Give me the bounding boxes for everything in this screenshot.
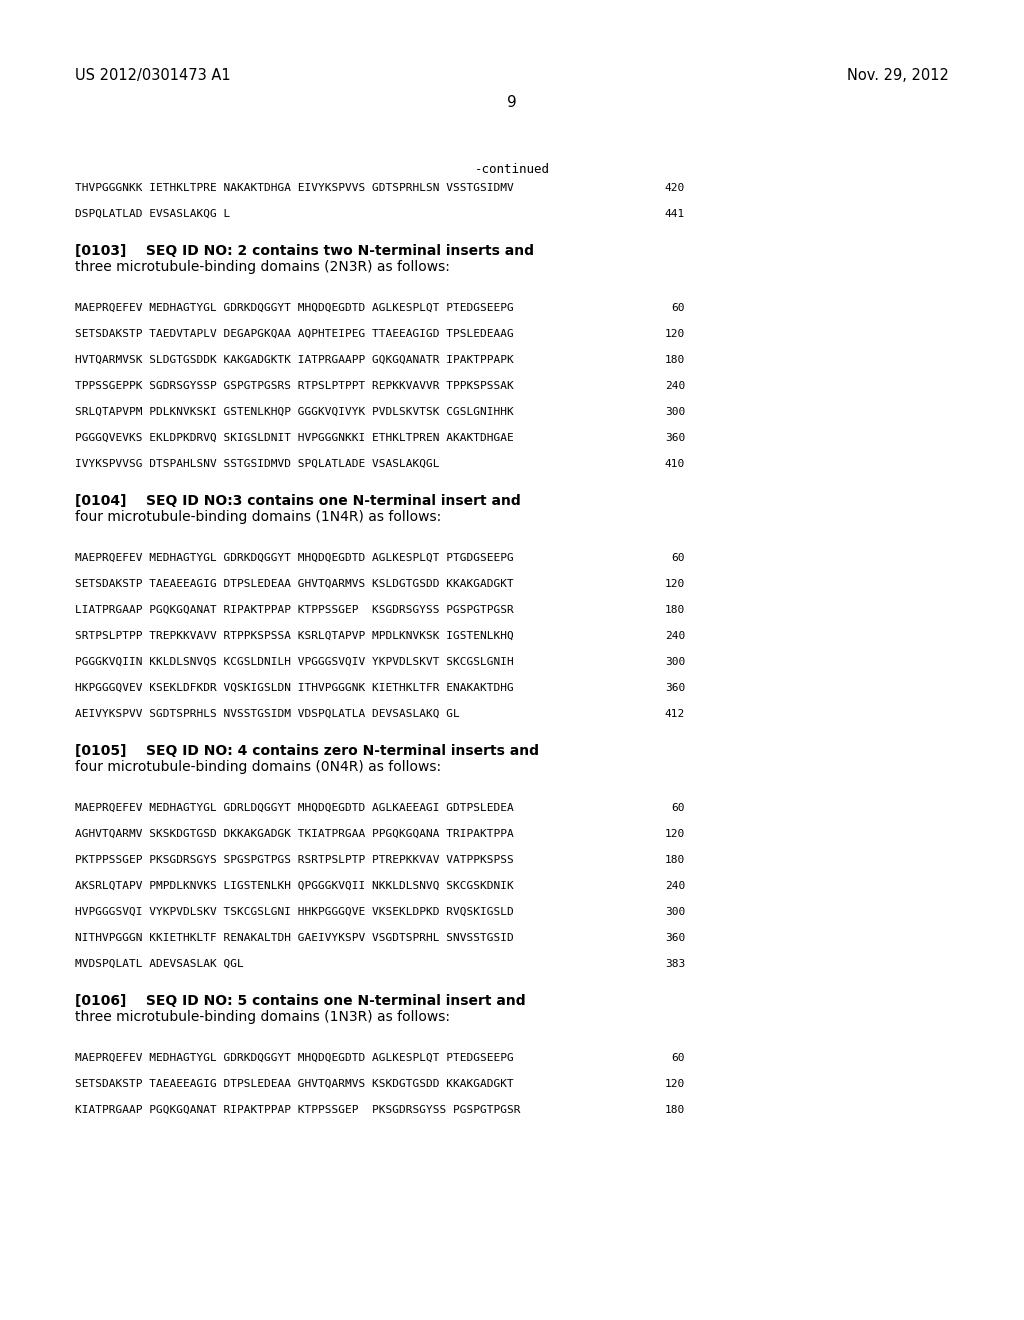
Text: [0106]    SEQ ID NO: 5 contains one N-terminal insert and: [0106] SEQ ID NO: 5 contains one N-termi… — [75, 994, 525, 1008]
Text: 120: 120 — [665, 829, 685, 840]
Text: 441: 441 — [665, 209, 685, 219]
Text: 240: 240 — [665, 381, 685, 391]
Text: TPPSSGEPPK SGDRSGYSSP GSPGTPGSRS RTPSLPTPPT REPKKVAVVR TPPKSPSSAK: TPPSSGEPPK SGDRSGYSSP GSPGTPGSRS RTPSLPT… — [75, 381, 514, 391]
Text: PKTPPSSGEP PKSGDRSGYS SPGSPGTPGS RSRTPSLPTP PTREPKKVAV VATPPKSPSS: PKTPPSSGEP PKSGDRSGYS SPGSPGTPGS RSRTPSL… — [75, 855, 514, 865]
Text: 412: 412 — [665, 709, 685, 719]
Text: LIATPRGAAP PGQKGQANAT RIPAKTPPAP KTPPSSGEP  KSGDRSGYSS PGSPGTPGSR: LIATPRGAAP PGQKGQANAT RIPAKTPPAP KTPPSSG… — [75, 605, 514, 615]
Text: MAEPRQEFEV MEDHAGTYGL GDRKDQGGYT MHQDQEGDTD AGLKESPLQT PTEDGSEEPG: MAEPRQEFEV MEDHAGTYGL GDRKDQGGYT MHQDQEG… — [75, 304, 514, 313]
Text: 300: 300 — [665, 657, 685, 667]
Text: 180: 180 — [665, 605, 685, 615]
Text: 300: 300 — [665, 407, 685, 417]
Text: NITHVPGGGN KKIETHKLTF RENAKALTDH GAEIVYKSPV VSGDTSPRHL SNVSSTGSID: NITHVPGGGN KKIETHKLTF RENAKALTDH GAEIVYK… — [75, 933, 514, 942]
Text: SRLQTAPVPM PDLKNVKSKI GSTENLKHQP GGGKVQIVYK PVDLSKVTSK CGSLGNIHHK: SRLQTAPVPM PDLKNVKSKI GSTENLKHQP GGGKVQI… — [75, 407, 514, 417]
Text: 180: 180 — [665, 855, 685, 865]
Text: SETSDAKSTP TAEDVTAPLV DEGAPGKQAA AQPHTEIPEG TTAEEAGIGD TPSLEDEAAG: SETSDAKSTP TAEDVTAPLV DEGAPGKQAA AQPHTEI… — [75, 329, 514, 339]
Text: 180: 180 — [665, 1105, 685, 1115]
Text: 60: 60 — [672, 803, 685, 813]
Text: three microtubule-binding domains (1N3R) as follows:: three microtubule-binding domains (1N3R)… — [75, 1010, 450, 1024]
Text: PGGGKVQIIN KKLDLSNVQS KCGSLDNILH VPGGGSVQIV YKPVDLSKVT SKCGSLGNIH: PGGGKVQIIN KKLDLSNVQS KCGSLDNILH VPGGGSV… — [75, 657, 514, 667]
Text: MAEPRQEFEV MEDHAGTYGL GDRKDQGGYT MHQDQEGDTD AGLKESPLQT PTEDGSEEPG: MAEPRQEFEV MEDHAGTYGL GDRKDQGGYT MHQDQEG… — [75, 1053, 514, 1063]
Text: AGHVTQARMV SKSKDGTGSD DKKAKGADGK TKIATPRGAA PPGQKGQANA TRIPAKTPPA: AGHVTQARMV SKSKDGTGSD DKKAKGADGK TKIATPR… — [75, 829, 514, 840]
Text: IVYKSPVVSG DTSPAHLSNV SSTGSIDMVD SPQLATLADE VSASLAKQGL: IVYKSPVVSG DTSPAHLSNV SSTGSIDMVD SPQLATL… — [75, 459, 439, 469]
Text: 120: 120 — [665, 329, 685, 339]
Text: [0105]    SEQ ID NO: 4 contains zero N-terminal inserts and: [0105] SEQ ID NO: 4 contains zero N-term… — [75, 744, 539, 758]
Text: 383: 383 — [665, 960, 685, 969]
Text: 300: 300 — [665, 907, 685, 917]
Text: 360: 360 — [665, 933, 685, 942]
Text: PGGGQVEVKS EKLDPKDRVQ SKIGSLDNIT HVPGGGNKKI ETHKLTPREN AKAKTDHGAE: PGGGQVEVKS EKLDPKDRVQ SKIGSLDNIT HVPGGGN… — [75, 433, 514, 444]
Text: US 2012/0301473 A1: US 2012/0301473 A1 — [75, 69, 230, 83]
Text: 120: 120 — [665, 579, 685, 589]
Text: 60: 60 — [672, 553, 685, 564]
Text: -continued: -continued — [474, 162, 550, 176]
Text: SRTPSLPTPP TREPKKVAVV RTPPKSPSSA KSRLQTAPVP MPDLKNVKSK IGSTENLKHQ: SRTPSLPTPP TREPKKVAVV RTPPKSPSSA KSRLQTA… — [75, 631, 514, 642]
Text: 410: 410 — [665, 459, 685, 469]
Text: DSPQLATLAD EVSASLAKQG L: DSPQLATLAD EVSASLAKQG L — [75, 209, 230, 219]
Text: three microtubule-binding domains (2N3R) as follows:: three microtubule-binding domains (2N3R)… — [75, 260, 450, 275]
Text: 240: 240 — [665, 631, 685, 642]
Text: four microtubule-binding domains (1N4R) as follows:: four microtubule-binding domains (1N4R) … — [75, 510, 441, 524]
Text: four microtubule-binding domains (0N4R) as follows:: four microtubule-binding domains (0N4R) … — [75, 760, 441, 774]
Text: KIATPRGAAP PGQKGQANAT RIPAKTPPAP KTPPSSGEP  PKSGDRSGYSS PGSPGTPGSR: KIATPRGAAP PGQKGQANAT RIPAKTPPAP KTPPSSG… — [75, 1105, 520, 1115]
Text: HKPGGGQVEV KSEKLDFKDR VQSKIGSLDN ITHVPGGGNK KIETHKLTFR ENAKAKTDHG: HKPGGGQVEV KSEKLDFKDR VQSKIGSLDN ITHVPGG… — [75, 682, 514, 693]
Text: SETSDAKSTP TAEAEEAGIG DTPSLEDEAA GHVTQARMVS KSLDGTGSDD KKAKGADGKT: SETSDAKSTP TAEAEEAGIG DTPSLEDEAA GHVTQAR… — [75, 579, 514, 589]
Text: 9: 9 — [507, 95, 517, 110]
Text: MAEPRQEFEV MEDHAGTYGL GDRKDQGGYT MHQDQEGDTD AGLKESPLQT PTGDGSEEPG: MAEPRQEFEV MEDHAGTYGL GDRKDQGGYT MHQDQEG… — [75, 553, 514, 564]
Text: [0104]    SEQ ID NO:3 contains one N-terminal insert and: [0104] SEQ ID NO:3 contains one N-termin… — [75, 494, 521, 508]
Text: 360: 360 — [665, 433, 685, 444]
Text: THVPGGGNKK IETHKLTPRE NAKAKTDHGA EIVYKSPVVS GDTSPRHLSN VSSTGSIDMV: THVPGGGNKK IETHKLTPRE NAKAKTDHGA EIVYKSP… — [75, 183, 514, 193]
Text: 180: 180 — [665, 355, 685, 366]
Text: 420: 420 — [665, 183, 685, 193]
Text: Nov. 29, 2012: Nov. 29, 2012 — [847, 69, 949, 83]
Text: 120: 120 — [665, 1078, 685, 1089]
Text: AKSRLQTAPV PMPDLKNVKS LIGSTENLKH QPGGGKVQII NKKLDLSNVQ SKCGSKDNIK: AKSRLQTAPV PMPDLKNVKS LIGSTENLKH QPGGGKV… — [75, 880, 514, 891]
Text: HVPGGGSVQI VYKPVDLSKV TSKCGSLGNI HHKPGGGQVE VKSEKLDPKD RVQSKIGSLD: HVPGGGSVQI VYKPVDLSKV TSKCGSLGNI HHKPGGG… — [75, 907, 514, 917]
Text: MAEPRQEFEV MEDHAGTYGL GDRLDQGGYT MHQDQEGDTD AGLKAEEAGI GDTPSLEDEA: MAEPRQEFEV MEDHAGTYGL GDRLDQGGYT MHQDQEG… — [75, 803, 514, 813]
Text: [0103]    SEQ ID NO: 2 contains two N-terminal inserts and: [0103] SEQ ID NO: 2 contains two N-termi… — [75, 244, 534, 257]
Text: 60: 60 — [672, 304, 685, 313]
Text: HVTQARMVSK SLDGTGSDDK KAKGADGKTK IATPRGAAPP GQKGQANATR IPAKTPPAPK: HVTQARMVSK SLDGTGSDDK KAKGADGKTK IATPRGA… — [75, 355, 514, 366]
Text: MVDSPQLATL ADEVSASLAK QGL: MVDSPQLATL ADEVSASLAK QGL — [75, 960, 244, 969]
Text: 60: 60 — [672, 1053, 685, 1063]
Text: 360: 360 — [665, 682, 685, 693]
Text: SETSDAKSTP TAEAEEAGIG DTPSLEDEAA GHVTQARMVS KSKDGTGSDD KKAKGADGKT: SETSDAKSTP TAEAEEAGIG DTPSLEDEAA GHVTQAR… — [75, 1078, 514, 1089]
Text: AEIVYKSPVV SGDTSPRHLS NVSSTGSIDM VDSPQLATLA DEVSASLAKQ GL: AEIVYKSPVV SGDTSPRHLS NVSSTGSIDM VDSPQLA… — [75, 709, 460, 719]
Text: 240: 240 — [665, 880, 685, 891]
